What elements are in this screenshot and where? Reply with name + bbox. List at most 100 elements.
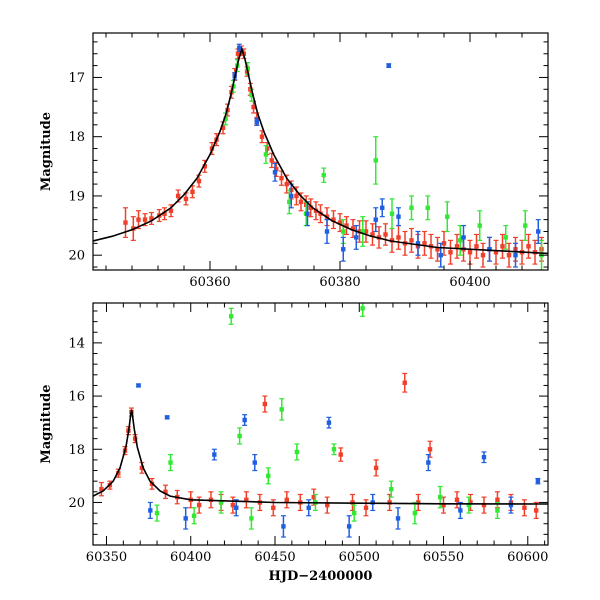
top-point-green	[425, 205, 430, 210]
bottom-point-green	[437, 494, 443, 500]
top-point-red	[284, 181, 289, 187]
top-point-green	[249, 93, 254, 98]
top-point-red	[274, 167, 279, 172]
bottom-x-tick-label: 60400	[170, 550, 211, 565]
top-point-red	[196, 178, 202, 184]
bottom-point-blue	[136, 383, 141, 388]
bottom-point-green	[168, 460, 173, 465]
top-point-green	[445, 214, 450, 219]
top-y-tick-label: 19	[68, 189, 85, 204]
bottom-point-red	[230, 502, 236, 508]
bottom-point-blue	[535, 478, 541, 484]
bottom-point-green	[218, 500, 224, 505]
top-point-red	[500, 244, 505, 249]
bottom-point-blue	[481, 455, 487, 460]
bottom-point-red	[271, 505, 276, 510]
bottom-point-red	[284, 497, 289, 502]
bottom-frame	[92, 302, 549, 546]
bottom-x-tick-label: 60350	[86, 550, 127, 565]
bottom-point-green	[266, 473, 271, 479]
bottom-point-green	[294, 449, 300, 455]
top-point-red	[149, 216, 154, 221]
bottom-panel: 60350 60400 60450 60500 60550 60600 14 16 18 20 Ma…	[39, 302, 549, 584]
bottom-point-green	[279, 407, 284, 412]
bottom-point-green	[352, 510, 357, 516]
bottom-point-blue	[370, 500, 375, 505]
top-point-blue	[415, 241, 421, 246]
bottom-point-red	[454, 497, 460, 502]
top-point-red	[235, 51, 241, 56]
top-point-red	[220, 125, 226, 130]
bottom-y-tick-label: 14	[68, 336, 85, 351]
bottom-point-red	[363, 505, 369, 510]
bottom-point-blue	[234, 505, 239, 510]
top-point-red	[168, 208, 174, 213]
bottom-point-blue	[281, 524, 286, 529]
top-point-red	[183, 196, 189, 202]
top-point-blue	[396, 214, 401, 219]
top-point-red	[331, 217, 336, 222]
top-point-red	[269, 158, 274, 163]
bottom-point-blue	[252, 460, 257, 465]
top-model-curve	[93, 46, 548, 255]
top-point-green	[523, 223, 528, 228]
top-frame	[92, 32, 549, 271]
bottom-point-red	[99, 486, 104, 492]
top-x-tick-label: 60380	[319, 275, 360, 290]
bottom-point-blue	[212, 452, 217, 457]
top-point-blue	[536, 229, 541, 234]
bottom-point-red	[495, 497, 500, 502]
bottom-point-blue	[395, 516, 401, 521]
bottom-point-green	[331, 447, 337, 452]
top-point-blue	[272, 170, 278, 175]
bottom-point-blue	[164, 415, 170, 420]
top-point-red	[448, 250, 453, 255]
top-point-red	[409, 238, 414, 243]
top-point-red	[259, 134, 265, 139]
top-point-red	[363, 229, 369, 234]
bottom-point-red	[534, 508, 539, 513]
top-panel: 60360 60380 60400 17 18 19 20 Magnitude	[39, 32, 549, 290]
top-point-blue	[373, 217, 378, 222]
bottom-point-green	[495, 508, 500, 513]
bottom-point-red	[325, 502, 330, 508]
bottom-series-red	[98, 372, 539, 520]
top-point-green	[389, 211, 395, 216]
top-point-red	[265, 146, 270, 151]
bottom-point-red	[416, 500, 421, 505]
top-plot-area	[93, 43, 548, 270]
bottom-point-blue	[458, 508, 463, 513]
bottom-point-red	[163, 489, 168, 495]
top-point-green	[263, 152, 269, 157]
top-point-blue	[305, 211, 310, 216]
bottom-point-green	[466, 502, 471, 508]
top-point-red	[162, 211, 167, 216]
top-y-axis-label: Magnitude	[39, 112, 54, 191]
top-point-blue	[513, 252, 518, 258]
bottom-x-tick-label: 60450	[254, 550, 295, 565]
bottom-point-red	[481, 502, 487, 508]
bottom-point-green	[249, 516, 254, 521]
top-point-green	[373, 158, 378, 163]
top-point-blue	[461, 235, 466, 240]
bottom-point-red	[262, 401, 268, 407]
bottom-x-tick-label: 60550	[423, 550, 464, 565]
top-point-blue	[380, 205, 385, 210]
top-x-tick-label: 60400	[449, 275, 490, 290]
top-point-red	[422, 241, 427, 246]
bottom-point-red	[338, 452, 343, 457]
bottom-y-axis-label: Magnitude	[39, 384, 54, 463]
top-point-blue	[386, 63, 391, 68]
bottom-y-tick-label: 16	[68, 390, 85, 405]
top-point-red	[454, 244, 460, 249]
bottom-point-green	[228, 314, 234, 319]
top-point-green	[458, 238, 463, 243]
top-point-red	[526, 244, 531, 249]
bottom-point-green	[191, 513, 197, 518]
top-point-red	[506, 252, 512, 258]
top-point-red	[474, 244, 479, 249]
top-point-blue	[254, 119, 259, 125]
bottom-point-green	[237, 433, 242, 439]
bottom-y-tick-label: 18	[68, 443, 85, 458]
bottom-point-blue	[183, 516, 188, 521]
